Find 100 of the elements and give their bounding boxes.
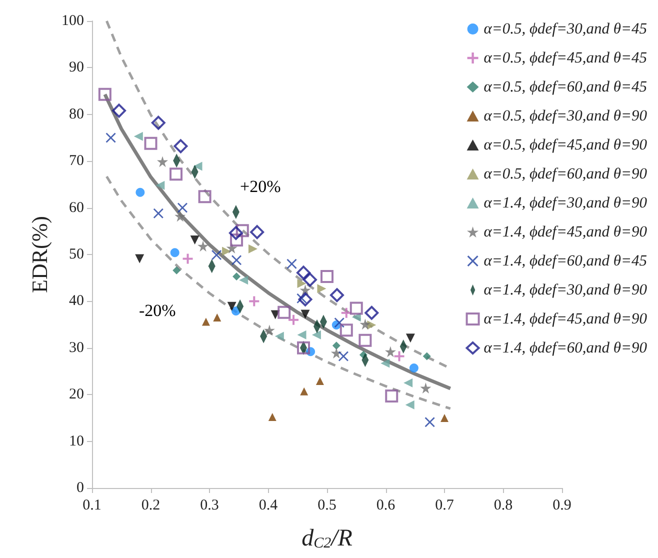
y-axis-title: EDR(%) bbox=[27, 216, 52, 293]
point bbox=[297, 341, 310, 354]
point bbox=[330, 348, 342, 359]
point bbox=[136, 188, 145, 197]
point bbox=[340, 324, 353, 337]
point bbox=[172, 266, 181, 274]
legend-label: α=1.4, ϕdef=30,and θ=90 bbox=[484, 282, 648, 298]
point bbox=[170, 248, 180, 258]
annotation: +20% bbox=[240, 177, 281, 196]
point bbox=[198, 240, 209, 252]
point bbox=[316, 377, 324, 386]
point bbox=[296, 266, 310, 280]
x-tick-label: 0.9 bbox=[552, 498, 572, 514]
point bbox=[232, 255, 242, 266]
point bbox=[405, 400, 414, 410]
point bbox=[278, 306, 291, 319]
point bbox=[360, 318, 371, 330]
point bbox=[394, 351, 404, 362]
point bbox=[151, 116, 166, 130]
point bbox=[297, 330, 306, 340]
point bbox=[236, 224, 249, 238]
point bbox=[213, 314, 222, 322]
point bbox=[202, 318, 210, 326]
point bbox=[300, 387, 308, 396]
point bbox=[352, 312, 361, 322]
point bbox=[384, 346, 396, 358]
point bbox=[298, 292, 312, 306]
point bbox=[338, 351, 348, 362]
point bbox=[174, 139, 188, 154]
point bbox=[286, 258, 297, 269]
y-tick-label: 10 bbox=[69, 433, 84, 450]
point bbox=[420, 382, 432, 394]
annotation: -20% bbox=[139, 301, 176, 320]
point bbox=[144, 136, 158, 150]
point bbox=[170, 168, 183, 181]
point bbox=[153, 208, 164, 218]
x-tick-label: 0.4 bbox=[258, 498, 278, 514]
point bbox=[404, 378, 413, 388]
point bbox=[341, 308, 352, 318]
point bbox=[358, 334, 372, 347]
point bbox=[239, 276, 248, 285]
legend-label: α=1.4, ϕdef=30,and θ=90 bbox=[484, 194, 648, 212]
point bbox=[174, 210, 186, 222]
point bbox=[228, 226, 243, 240]
x-tick-label: 0.1 bbox=[82, 498, 102, 514]
x-tick-label: 0.3 bbox=[200, 498, 219, 514]
y-tick-label: 70 bbox=[69, 153, 84, 170]
point bbox=[332, 342, 340, 350]
y-tick-label: 0 bbox=[76, 480, 84, 496]
point bbox=[422, 352, 431, 360]
legend-label: α=0.5, ϕdef=30,and θ=90 bbox=[484, 108, 648, 124]
legend-label: α=1.4, ϕdef=45,and θ=90 bbox=[484, 224, 648, 240]
point bbox=[312, 330, 321, 340]
point bbox=[274, 332, 284, 341]
point bbox=[112, 104, 126, 118]
y-tick-label: 30 bbox=[69, 340, 84, 356]
point bbox=[190, 236, 200, 245]
point bbox=[424, 417, 435, 428]
legend-label: α=1.4, ϕdef=60,and θ=90 bbox=[484, 340, 648, 356]
legend-label: α=0.5, ϕdef=60,and θ=90 bbox=[484, 166, 648, 182]
y-tick-label: 90 bbox=[69, 60, 84, 76]
point bbox=[288, 314, 299, 325]
point bbox=[177, 202, 188, 213]
point bbox=[409, 363, 418, 372]
x-tick-label: 0.7 bbox=[435, 498, 454, 514]
point bbox=[193, 162, 202, 171]
point bbox=[248, 244, 258, 254]
line-series bbox=[105, 175, 452, 410]
point bbox=[320, 270, 334, 283]
point bbox=[222, 246, 232, 256]
point bbox=[98, 88, 112, 101]
point bbox=[135, 254, 144, 264]
point bbox=[380, 358, 390, 368]
point bbox=[182, 254, 193, 264]
point bbox=[297, 278, 306, 288]
x-tick-label: 0.5 bbox=[318, 498, 336, 514]
y-tick-label: 100 bbox=[62, 13, 84, 29]
y-tick-label: 20 bbox=[69, 386, 84, 403]
point bbox=[330, 288, 344, 302]
legend-label: α=1.4, ϕdef=60,and θ=45 bbox=[484, 252, 648, 270]
point bbox=[250, 225, 264, 240]
point bbox=[156, 180, 165, 190]
point bbox=[364, 306, 379, 320]
legend-label: α=0.5, ϕdef=45,and θ=45 bbox=[484, 50, 648, 66]
point bbox=[264, 324, 275, 336]
point bbox=[385, 390, 398, 402]
point bbox=[440, 414, 448, 422]
point bbox=[317, 284, 326, 294]
point bbox=[300, 310, 310, 319]
point bbox=[226, 242, 238, 254]
point bbox=[249, 296, 260, 306]
y-tick-label: 60 bbox=[69, 200, 84, 216]
legend-label: α=0.5, ϕdef=30,and θ=45 bbox=[484, 20, 648, 38]
legend-label: α=0.5, ϕdef=45,and θ=90 bbox=[484, 136, 648, 154]
x-tick-label: 0.2 bbox=[141, 498, 160, 514]
y-tick-label: 80 bbox=[69, 106, 84, 122]
point bbox=[406, 334, 415, 343]
y-tick-label: 40 bbox=[69, 293, 84, 310]
x-axis-title: dC2/R bbox=[302, 526, 353, 552]
point bbox=[157, 156, 168, 168]
